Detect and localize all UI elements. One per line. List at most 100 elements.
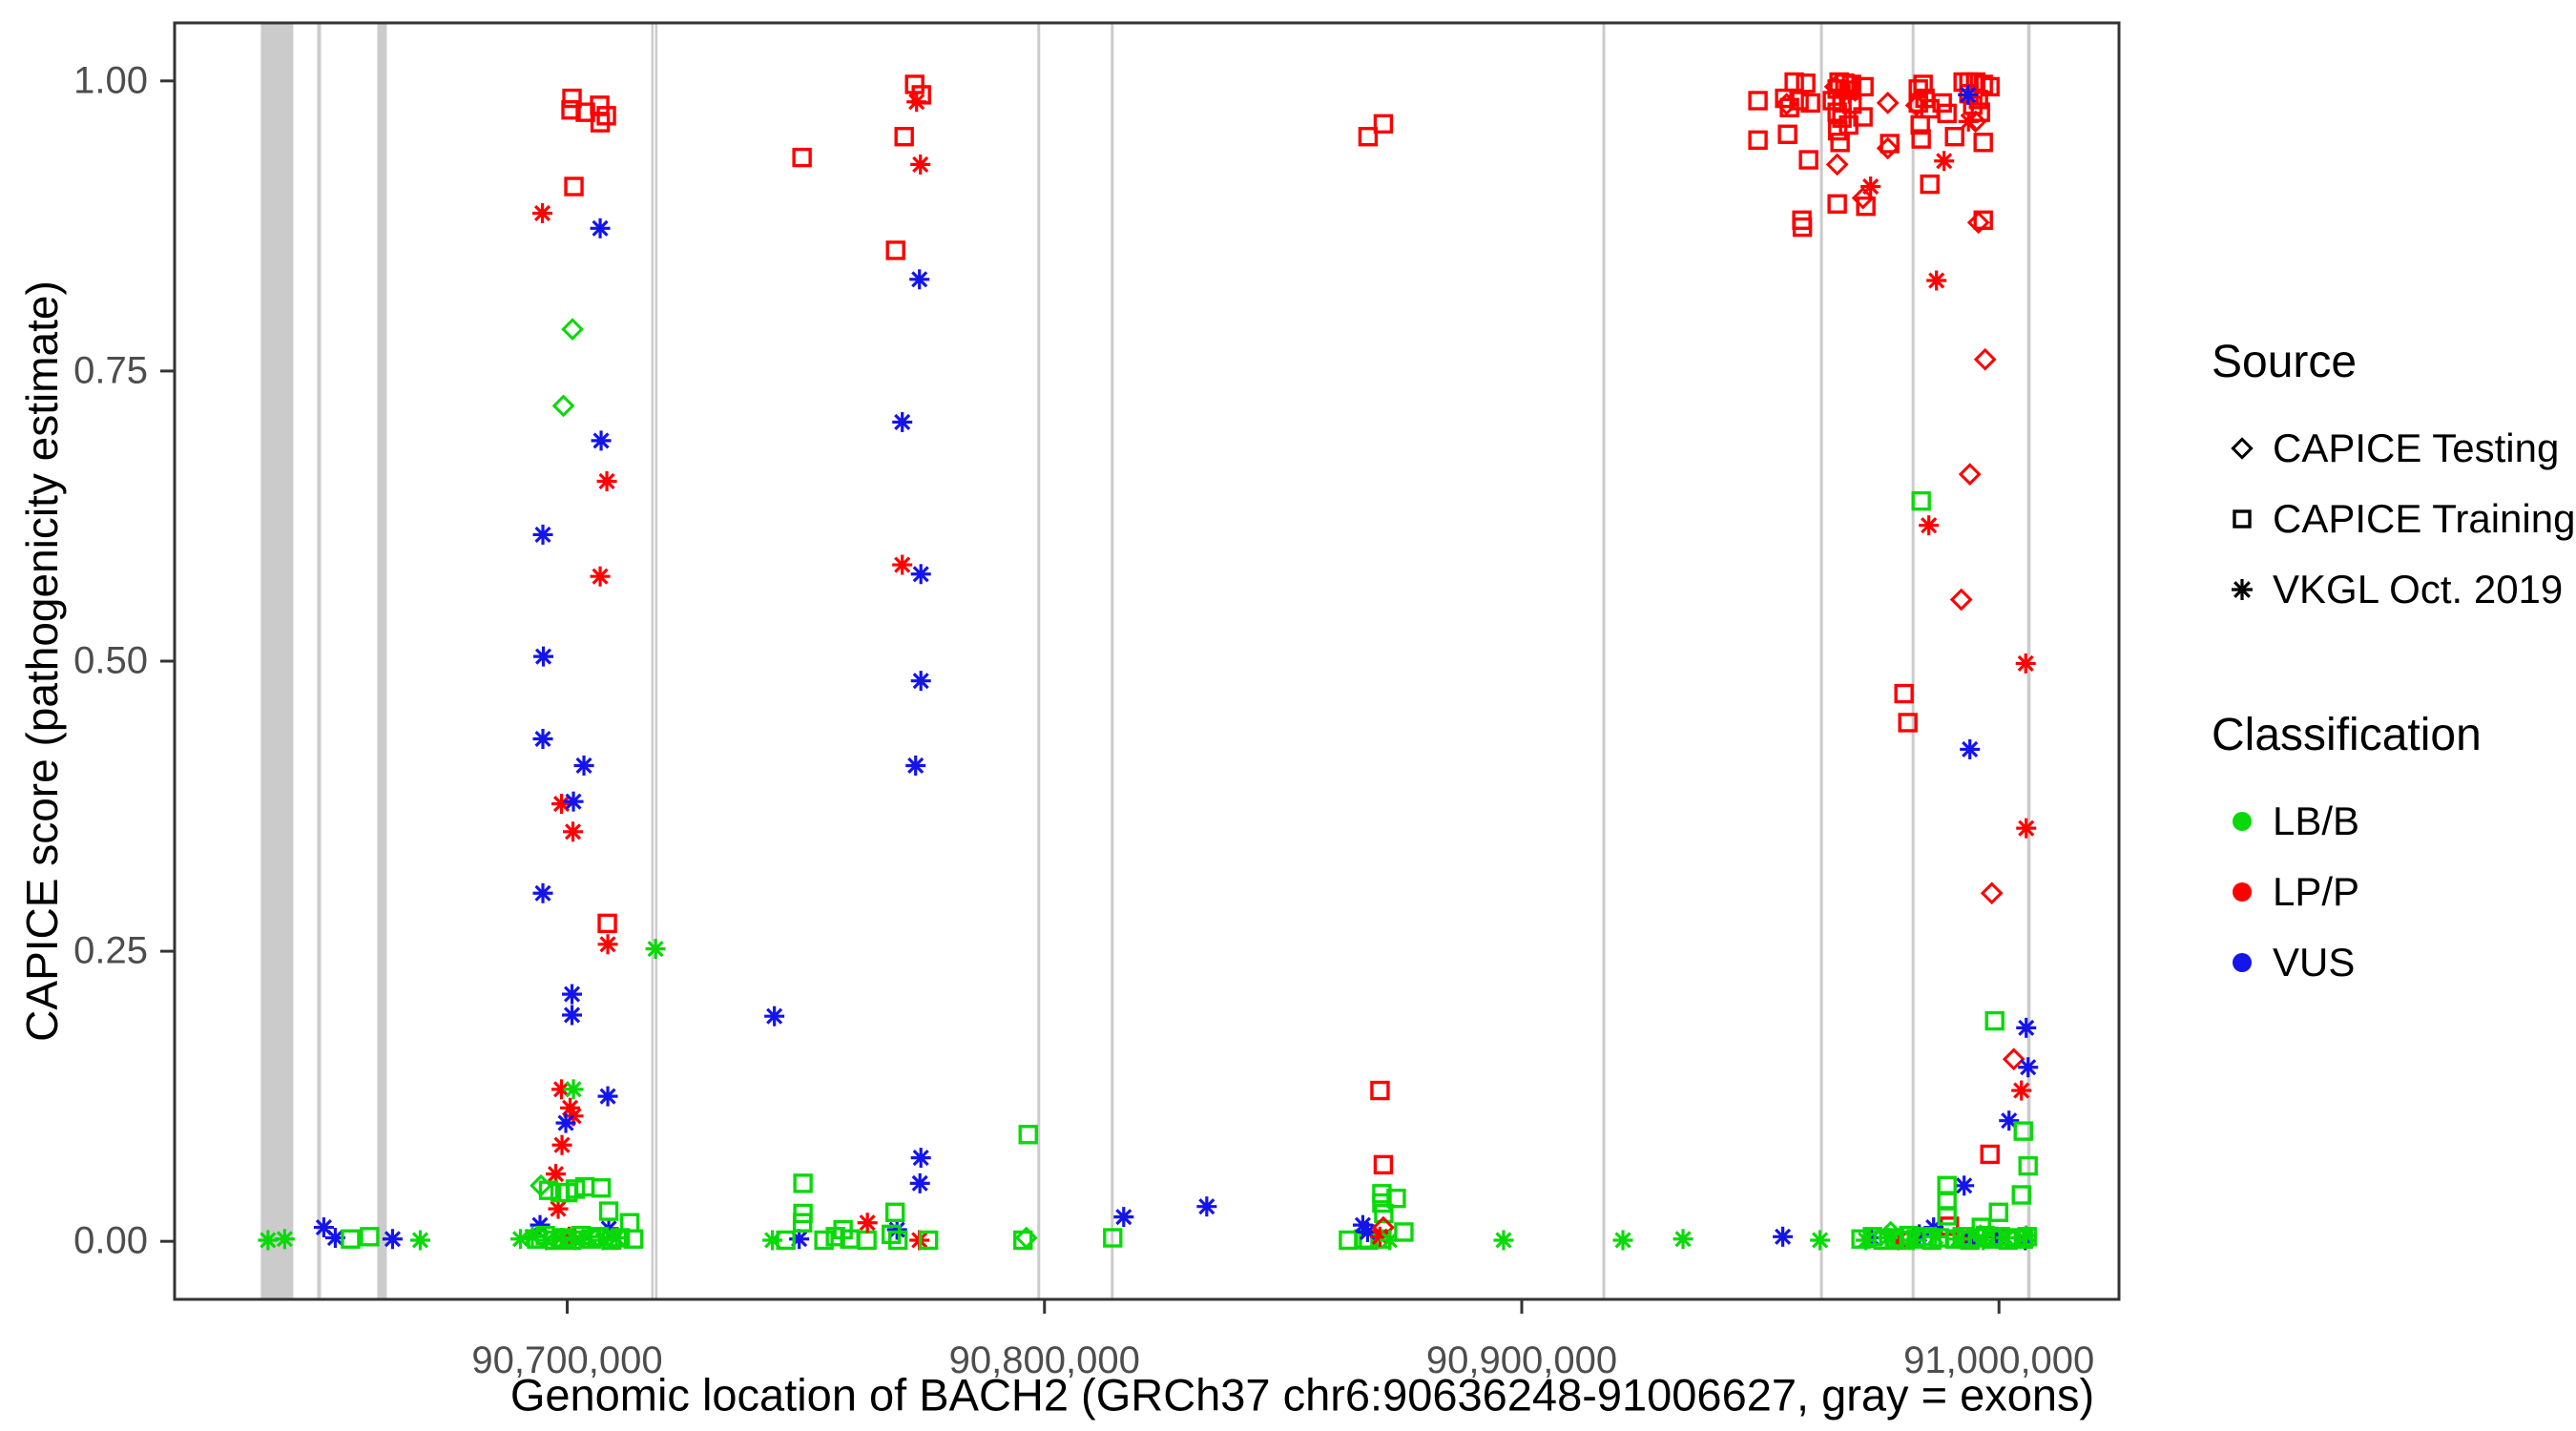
data-point [1394, 1222, 1414, 1242]
data-point [910, 154, 931, 175]
data-point [1926, 270, 1947, 291]
data-point [1911, 490, 1931, 511]
data-point [274, 1229, 295, 1250]
data-point [1996, 1228, 2017, 1249]
data-point [1999, 1110, 2020, 1131]
data-point [1839, 83, 1859, 104]
asterisk-icon [2212, 570, 2273, 609]
data-point [2015, 653, 2036, 674]
data-point [563, 1079, 584, 1100]
data-point [887, 1230, 908, 1251]
data-point [1827, 194, 1847, 214]
lpp-color-dot [2233, 882, 2252, 902]
data-point [258, 1230, 279, 1251]
data-point [382, 1229, 403, 1250]
y-tick-label: 0.50 [73, 639, 148, 682]
data-point [905, 755, 926, 776]
data-point [409, 1230, 430, 1251]
data-point [1910, 114, 1930, 135]
data-point [538, 1180, 559, 1200]
data-point [909, 269, 930, 290]
data-point [1800, 93, 1820, 114]
data-point [1103, 1228, 1123, 1248]
lbb-color-dot [2233, 812, 2252, 831]
data-point [1879, 1220, 1902, 1244]
x-tick-label: 90,800,000 [948, 1339, 1140, 1381]
legend-item-capice-testing: CAPICE Testing [2212, 413, 2565, 484]
legend-item-lpp: LP/P [2212, 857, 2565, 927]
data-point [510, 1229, 531, 1250]
data-point [563, 791, 584, 812]
data-point [610, 1228, 631, 1248]
exon-band [377, 23, 387, 1299]
data-point [1980, 881, 2004, 905]
data-point [562, 984, 583, 1005]
data-point [1853, 107, 1873, 127]
data-point [1968, 90, 1988, 110]
y-tick-label: 1.00 [73, 59, 148, 102]
data-point [360, 1227, 380, 1247]
data-point [884, 1202, 905, 1222]
data-point [1113, 1207, 1134, 1228]
data-point [532, 728, 553, 749]
y-axis-title: CAPICE score (pathogenicity estimate) [17, 280, 67, 1042]
data-point [1851, 186, 1875, 210]
data-point [1966, 211, 1990, 235]
data-point [563, 821, 584, 842]
data-point [1971, 1217, 1991, 1237]
data-point [1775, 93, 1798, 116]
data-point [2002, 1047, 2025, 1071]
data-point [1830, 133, 1850, 153]
legend-label: VUS [2273, 940, 2356, 985]
diamond-icon [2212, 429, 2273, 467]
exon-band [654, 23, 658, 1299]
data-point [1958, 463, 1982, 487]
data-point [2011, 1080, 2032, 1101]
data-point [776, 1230, 796, 1251]
data-point [2011, 1185, 2031, 1205]
data-point [792, 147, 812, 168]
data-point [909, 1172, 930, 1193]
data-point [1386, 1188, 1406, 1209]
data-point [1925, 1226, 1946, 1247]
exon-band [1819, 23, 1823, 1299]
data-point [1612, 1230, 1633, 1251]
y-tick-label: 0.25 [73, 929, 148, 972]
data-point [1913, 74, 1933, 94]
data-point [1973, 347, 1997, 371]
data-point [1937, 1175, 1957, 1195]
data-point [623, 1229, 644, 1249]
data-point [1932, 93, 1952, 114]
data-point [2018, 1155, 2038, 1176]
exon-band [260, 23, 294, 1299]
square-icon [2212, 500, 2273, 538]
exon-band [1111, 23, 1114, 1299]
y-tick-label: 0.00 [73, 1219, 148, 1262]
data-point [597, 1086, 618, 1107]
data-point [532, 882, 553, 903]
data-point [1792, 217, 1813, 238]
data-point [910, 564, 931, 585]
data-point [1773, 1226, 1794, 1247]
data-point [1823, 75, 1847, 98]
data-point [573, 755, 594, 776]
data-point [1810, 1230, 1831, 1251]
data-point [1960, 738, 1981, 759]
data-point [1374, 1203, 1394, 1224]
data-point [1493, 1230, 1514, 1251]
legend-label: CAPICE Testing [2273, 425, 2560, 470]
data-point [1856, 196, 1876, 217]
data-point [597, 913, 617, 934]
data-point [1196, 1196, 1217, 1217]
panel-border [173, 21, 2121, 1301]
data-point [564, 176, 584, 197]
data-point [1370, 1080, 1390, 1101]
data-point [892, 554, 913, 575]
data-point [1984, 1010, 2005, 1031]
data-point [597, 934, 618, 955]
data-point [2013, 1121, 2033, 1141]
data-point [1777, 124, 1797, 144]
exon-band [317, 23, 322, 1299]
data-point [1948, 1229, 1969, 1250]
data-point [2016, 1017, 2037, 1038]
